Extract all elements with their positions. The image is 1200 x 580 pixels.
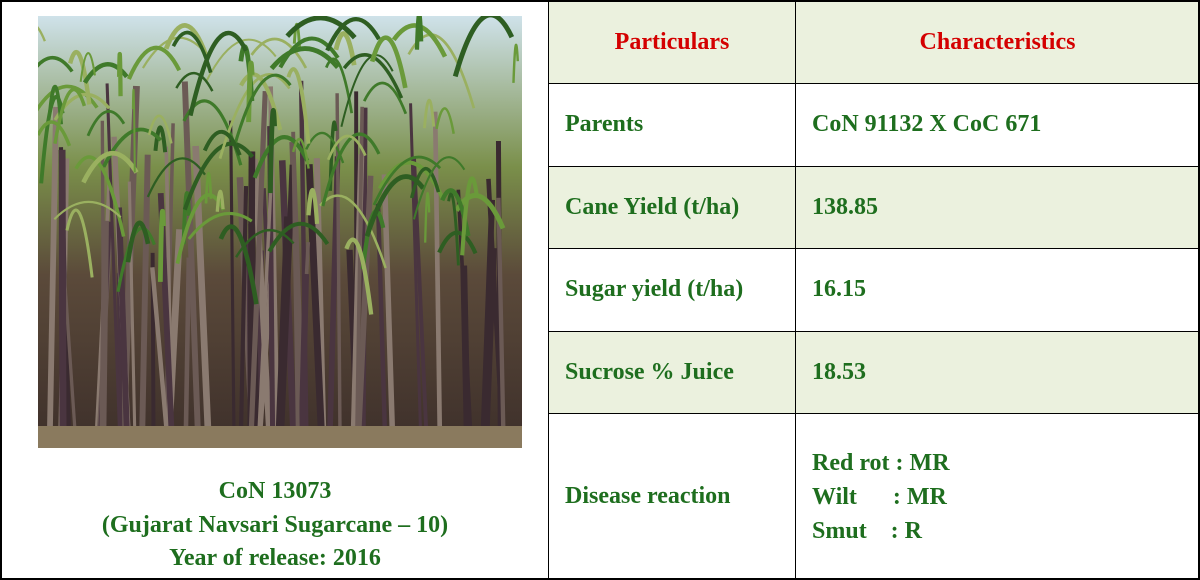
cane-shape <box>103 221 106 436</box>
characteristic: 18.53 <box>796 331 1200 414</box>
variety-name: (Gujarat Navsari Sugarcane – 10) <box>2 512 548 539</box>
row: Disease reaction Red rot : MR Wilt : MR … <box>549 414 1200 580</box>
variety-code: CoN 13073 <box>2 478 548 505</box>
disease-item: Wilt : MR <box>812 480 1199 514</box>
sugarcane-photo <box>38 16 522 448</box>
row: Sucrose % Juice18.53 <box>549 331 1200 414</box>
particular: Sugar yield (t/ha) <box>549 249 796 332</box>
cane-shape <box>464 266 468 436</box>
cane-shape <box>62 150 63 436</box>
cane-shape <box>302 274 306 436</box>
characteristic: Red rot : MR Wilt : MR Smut : R <box>796 414 1200 580</box>
release-year: Year of release: 2016 <box>2 545 548 572</box>
particular: Cane Yield (t/ha) <box>549 166 796 249</box>
row: Cane Yield (t/ha)138.85 <box>549 166 1200 249</box>
header-cell: Particulars <box>549 1 796 84</box>
header-row: Particulars Characteristics <box>549 1 1200 84</box>
characteristic: CoN 91132 X CoC 671 <box>796 84 1200 167</box>
characteristic: 16.15 <box>796 249 1200 332</box>
row: Sugar yield (t/ha)16.15 <box>549 249 1200 332</box>
particular: Disease reaction <box>549 414 796 580</box>
particular: Parents <box>549 84 796 167</box>
characteristic: 138.85 <box>796 166 1200 249</box>
variety-panel: CoN 13073 (Gujarat Navsari Sugarcane – 1… <box>2 2 548 578</box>
disease-item: Red rot : MR <box>812 446 1199 480</box>
particular: Sucrose % Juice <box>549 331 796 414</box>
cane-shape <box>119 54 120 96</box>
row: ParentsCoN 91132 X CoC 671 <box>549 84 1200 167</box>
page: CoN 13073 (Gujarat Navsari Sugarcane – 1… <box>0 0 1200 580</box>
ground <box>38 426 522 448</box>
header-cell: Characteristics <box>796 1 1200 84</box>
disease-item: Smut : R <box>812 514 1199 548</box>
cane-shape <box>186 258 189 436</box>
